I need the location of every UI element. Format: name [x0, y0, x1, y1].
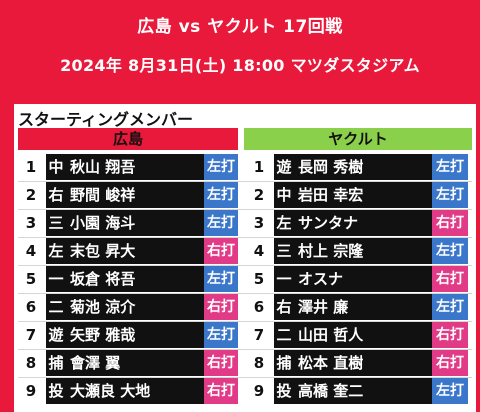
bats-badge-left: 左打 — [204, 210, 238, 236]
position-right: 捕 — [274, 350, 294, 376]
player-name-left: 小園 海斗 — [66, 210, 204, 236]
batting-order-right: 4 — [253, 242, 265, 260]
bats-badge-right: 右打 — [432, 350, 468, 376]
player-name-left: 菊池 涼介 — [66, 294, 204, 320]
bats-badge-left: 右打 — [204, 294, 238, 320]
batting-order-left: 5 — [25, 270, 37, 288]
batting-order-right: 2 — [253, 186, 265, 204]
position-right: 右 — [274, 294, 294, 320]
bats-badge-right: 左打 — [432, 182, 468, 208]
row-divider — [18, 377, 472, 378]
lineup-row: 9 投大瀬良 大地 右打 9 投高橋 奎二 左打 — [14, 378, 476, 406]
team-header-right: ヤクルト — [244, 128, 472, 150]
position-left: 中 — [46, 154, 66, 180]
lineup-row: 4 左末包 昇大 右打 4 三村上 宗隆 左打 — [14, 238, 476, 266]
batting-order-left: 4 — [25, 242, 37, 260]
position-right: 左 — [274, 210, 294, 236]
position-left: 捕 — [46, 350, 66, 376]
row-divider — [18, 209, 472, 210]
row-divider — [18, 265, 472, 266]
batting-order-left: 8 — [25, 354, 37, 372]
player-name-right: 長岡 秀樹 — [294, 154, 432, 180]
player-name-left: 野間 峻祥 — [66, 182, 204, 208]
position-left: 三 — [46, 210, 66, 236]
row-divider — [18, 293, 472, 294]
player-name-left: 大瀬良 大地 — [66, 378, 204, 404]
player-name-left: 矢野 雅哉 — [66, 322, 204, 348]
player-name-left: 坂倉 将吾 — [66, 266, 204, 292]
row-divider — [18, 321, 472, 322]
batting-order-left: 1 — [25, 158, 37, 176]
starting-lineup-panel: スターティングメンバー 広島 ヤクルト 1 中秋山 翔吾 左打 1 遊長岡 秀樹 左打 2 右… — [14, 104, 476, 412]
row-divider — [18, 237, 472, 238]
panel-title: スターティングメンバー — [18, 110, 194, 129]
lineup-row: 1 中秋山 翔吾 左打 1 遊長岡 秀樹 左打 — [14, 154, 476, 182]
position-right: 二 — [274, 322, 294, 348]
lineup-row: 2 右野間 峻祥 左打 2 中岩田 幸宏 左打 — [14, 182, 476, 210]
player-name-right: オスナ — [294, 266, 432, 292]
batting-order-left: 2 — [25, 186, 37, 204]
bats-badge-left: 左打 — [204, 322, 238, 348]
position-right: 三 — [274, 238, 294, 264]
batting-order-right: 1 — [253, 158, 265, 176]
bats-badge-left: 左打 — [204, 266, 238, 292]
player-name-right: 高橋 奎二 — [294, 378, 432, 404]
position-right: 遊 — [274, 154, 294, 180]
bats-badge-left: 左打 — [204, 182, 238, 208]
batting-order-right: 6 — [253, 298, 265, 316]
lineup-row: 8 捕會澤 翼右打 8 捕松本 直樹 右打 — [14, 350, 476, 378]
position-left: 一 — [46, 266, 66, 292]
player-name-right: 岩田 幸宏 — [294, 182, 432, 208]
position-left: 遊 — [46, 322, 66, 348]
player-name-right: 澤井 廉 — [294, 294, 432, 320]
player-name-left: 會澤 翼 — [66, 350, 204, 376]
game-datetime-venue: 2024年 8月31日(土) 18:00 マツダスタジアム — [60, 56, 420, 75]
position-left: 二 — [46, 294, 66, 320]
lineup-row: 7 遊矢野 雅哉 左打 7 二山田 哲人 右打 — [14, 322, 476, 350]
bats-badge-left: 右打 — [204, 350, 238, 376]
bats-badge-left: 右打 — [204, 378, 238, 404]
row-divider — [18, 349, 472, 350]
bats-badge-right: 右打 — [432, 322, 468, 348]
player-name-left: 末包 昇大 — [66, 238, 204, 264]
lineup-row: 6 二菊池 涼介 右打 6 右澤井 廉左打 — [14, 294, 476, 322]
player-name-left: 秋山 翔吾 — [66, 154, 204, 180]
batting-order-left: 9 — [25, 382, 37, 400]
player-name-right: 村上 宗隆 — [294, 238, 432, 264]
bats-badge-left: 右打 — [204, 238, 238, 264]
batting-order-left: 3 — [25, 214, 37, 232]
lineup-row: 5 一坂倉 将吾 左打 5 一オスナ 右打 — [14, 266, 476, 294]
game-title: 広島 vs ヤクルト 17回戦 — [137, 17, 343, 37]
position-right: 中 — [274, 182, 294, 208]
lineup-row: 3 三小園 海斗 左打 3 左サンタナ 右打 — [14, 210, 476, 238]
batting-order-right: 7 — [253, 326, 265, 344]
bats-badge-right: 左打 — [432, 154, 468, 180]
bats-badge-right: 左打 — [432, 238, 468, 264]
batting-order-left: 7 — [25, 326, 37, 344]
bats-badge-right: 左打 — [432, 294, 468, 320]
game-header: 広島 vs ヤクルト 17回戦 2024年 8月31日(土) 18:00 マツダ… — [0, 0, 480, 100]
bats-badge-left: 左打 — [204, 154, 238, 180]
position-left: 投 — [46, 378, 66, 404]
row-divider — [18, 181, 472, 182]
bats-badge-right: 右打 — [432, 266, 468, 292]
bats-badge-right: 左打 — [432, 378, 468, 404]
position-left: 右 — [46, 182, 66, 208]
batting-order-right: 5 — [253, 270, 265, 288]
player-name-right: サンタナ — [294, 210, 432, 236]
position-right: 投 — [274, 378, 294, 404]
batting-order-right: 3 — [253, 214, 265, 232]
player-name-right: 山田 哲人 — [294, 322, 432, 348]
position-right: 一 — [274, 266, 294, 292]
batting-order-left: 6 — [25, 298, 37, 316]
player-name-right: 松本 直樹 — [294, 350, 432, 376]
bats-badge-right: 右打 — [432, 210, 468, 236]
batting-order-right: 9 — [253, 382, 265, 400]
position-left: 左 — [46, 238, 66, 264]
batting-order-right: 8 — [253, 354, 265, 372]
team-header-left: 広島 — [18, 128, 238, 150]
